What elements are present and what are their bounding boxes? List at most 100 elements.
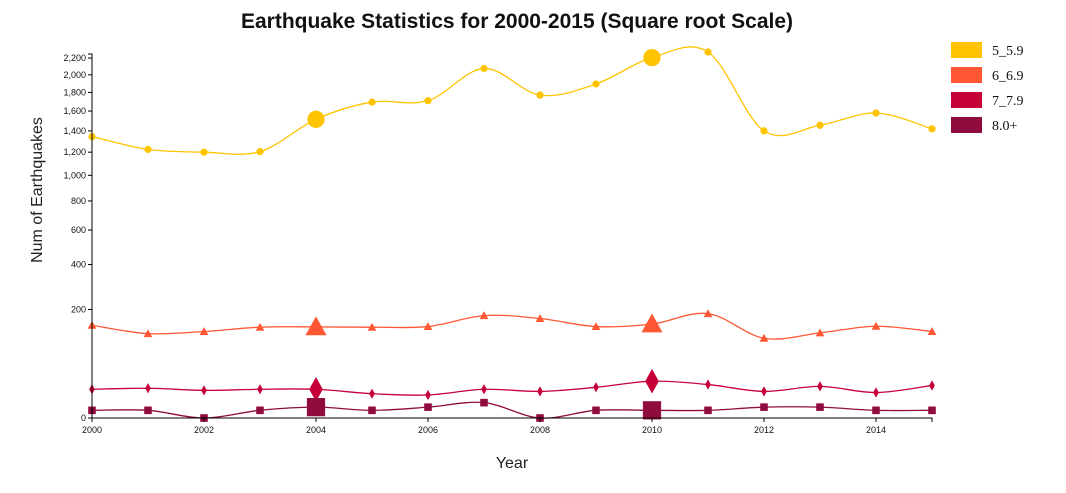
data-point[interactable] <box>592 80 600 88</box>
data-point[interactable] <box>705 379 711 390</box>
legend-item: 5_5.9 <box>951 42 1024 59</box>
data-point[interactable] <box>535 314 545 323</box>
series-line <box>91 46 933 155</box>
data-point[interactable] <box>759 333 769 342</box>
x-axis-line <box>92 417 933 422</box>
x-tick-label: 2000 <box>82 425 102 435</box>
data-point[interactable] <box>645 368 659 394</box>
series-line <box>91 312 933 340</box>
y-tick-label: 400 <box>71 260 86 270</box>
legend-label: 8.0+ <box>992 119 1018 134</box>
data-point[interactable] <box>872 109 880 117</box>
data-point[interactable] <box>928 125 936 133</box>
data-point[interactable] <box>760 127 768 135</box>
data-point[interactable] <box>871 321 881 330</box>
legend-label: 6_6.9 <box>992 69 1024 84</box>
data-point[interactable] <box>816 403 824 411</box>
data-point[interactable] <box>761 386 767 397</box>
data-point[interactable] <box>703 309 713 318</box>
legend-label: 7_7.9 <box>992 94 1024 109</box>
data-point[interactable] <box>641 313 663 333</box>
data-point[interactable] <box>593 382 599 393</box>
legend-swatch <box>951 67 982 83</box>
data-point[interactable] <box>305 316 327 336</box>
data-point[interactable] <box>760 403 768 411</box>
data-point[interactable] <box>256 148 264 156</box>
data-point[interactable] <box>927 327 937 336</box>
y-tick-label: 1,800 <box>63 87 86 97</box>
data-point[interactable] <box>643 49 661 67</box>
data-point[interactable] <box>481 384 487 395</box>
legend-swatch <box>951 42 982 58</box>
data-point[interactable] <box>425 389 431 401</box>
plot-area <box>87 46 937 422</box>
data-point[interactable] <box>199 327 209 336</box>
data-point[interactable] <box>704 406 712 415</box>
data-point[interactable] <box>307 110 325 128</box>
data-point[interactable] <box>424 403 432 411</box>
data-point[interactable] <box>480 64 488 73</box>
data-point[interactable] <box>201 385 207 396</box>
chart-title: Earthquake Statistics for 2000-2015 (Squ… <box>241 10 793 33</box>
data-point[interactable] <box>480 398 488 407</box>
y-axis: 0 200 400 600 800 1,000 1,200 1,400 1,600 1,800 2,… <box>63 53 93 423</box>
y-tick-label: 600 <box>71 225 86 235</box>
data-point[interactable] <box>200 148 208 156</box>
series-line <box>91 380 933 396</box>
y-tick-label: 800 <box>71 196 86 206</box>
series-line <box>91 401 933 419</box>
data-point[interactable] <box>256 406 264 415</box>
y-tick-label: 1,600 <box>63 106 86 116</box>
y-tick-label: 1,200 <box>63 147 86 157</box>
y-axis-line <box>88 53 93 419</box>
data-point[interactable] <box>929 380 935 391</box>
y-tick-label: 2,200 <box>63 53 86 63</box>
data-point[interactable] <box>591 322 601 331</box>
data-point[interactable] <box>704 48 712 56</box>
data-point[interactable] <box>255 322 265 331</box>
data-point[interactable] <box>145 383 151 394</box>
y-tick-label: 2,000 <box>63 70 86 80</box>
y-tick-label: 0 <box>81 413 86 423</box>
data-point[interactable] <box>642 401 662 420</box>
legend: 5_5.9 6_6.9 7_7.9 8.0+ <box>951 42 1024 134</box>
x-tick-label: 2008 <box>530 425 550 435</box>
data-point[interactable] <box>872 406 880 415</box>
series-circle <box>88 46 936 156</box>
data-point[interactable] <box>309 376 323 402</box>
data-point[interactable] <box>369 388 375 399</box>
x-tick-label: 2004 <box>306 425 326 435</box>
x-tick-label: 2002 <box>194 425 214 435</box>
series-triangle <box>87 309 937 342</box>
data-point[interactable] <box>257 384 263 395</box>
legend-swatch <box>951 92 982 108</box>
data-point[interactable] <box>536 91 544 99</box>
data-point[interactable] <box>423 322 433 331</box>
x-tick-label: 2006 <box>418 425 438 435</box>
data-point[interactable] <box>816 121 824 129</box>
y-tick-label: 200 <box>71 304 86 314</box>
data-point[interactable] <box>873 387 879 398</box>
data-point[interactable] <box>815 328 825 337</box>
legend-label: 5_5.9 <box>992 44 1024 59</box>
data-point[interactable] <box>368 98 376 106</box>
data-point[interactable] <box>479 311 489 320</box>
y-tick-label: 1,000 <box>63 170 86 180</box>
data-point[interactable] <box>144 406 152 415</box>
y-tick-label: 1,400 <box>63 126 86 136</box>
data-point[interactable] <box>368 406 376 415</box>
y-axis-label: Num of Earthquakes <box>29 117 46 263</box>
data-point[interactable] <box>367 322 377 331</box>
data-point[interactable] <box>817 381 823 392</box>
legend-item: 8.0+ <box>951 117 1018 134</box>
data-point[interactable] <box>144 145 152 154</box>
data-point[interactable] <box>143 329 153 338</box>
data-point[interactable] <box>424 97 432 105</box>
x-tick-label: 2012 <box>754 425 774 435</box>
data-point[interactable] <box>537 386 543 397</box>
data-point[interactable] <box>592 406 600 415</box>
legend-item: 7_7.9 <box>951 92 1024 109</box>
data-point[interactable] <box>928 406 936 415</box>
data-point[interactable] <box>306 398 326 417</box>
